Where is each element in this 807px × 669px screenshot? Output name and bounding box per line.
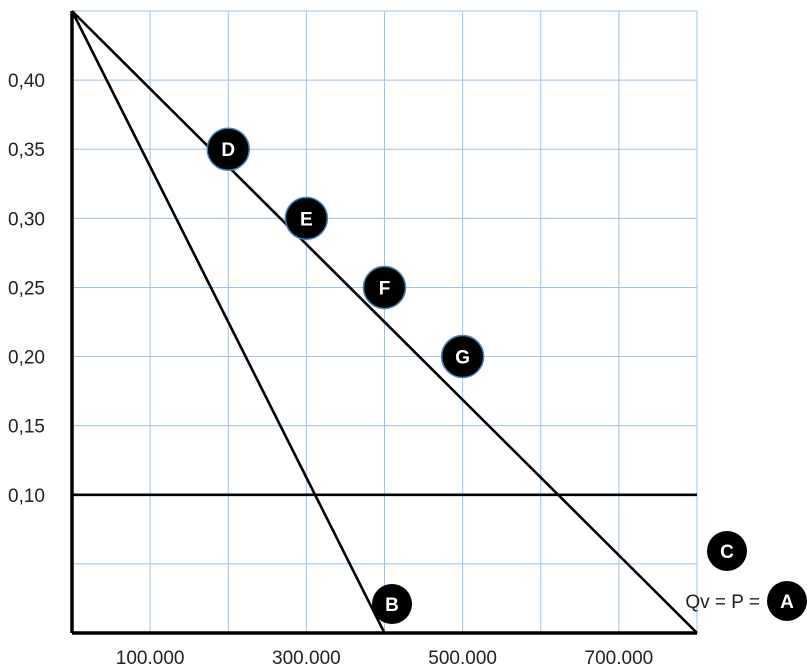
y-tick-label: 0,25 <box>8 278 45 299</box>
x-tick-label: 500.000 <box>428 648 497 669</box>
line-badge-label-c: C <box>720 542 734 563</box>
markers: D E F G <box>206 127 485 379</box>
marker-f <box>362 265 407 310</box>
line-badge-label-a: A <box>780 592 794 613</box>
marker-label-f: F <box>379 278 391 299</box>
line-badge-b <box>372 584 412 624</box>
y-tick-label: 0,30 <box>8 209 45 230</box>
series-line-a <box>71 10 698 634</box>
marker-g <box>440 334 485 379</box>
tick-labels: 100.000 300.000 500.000 700.000 0,10 0,15 0,20… <box>8 71 653 669</box>
marker-label-e: E <box>300 209 313 230</box>
marker-d <box>206 127 250 171</box>
y-tick-label: 0,20 <box>8 348 45 369</box>
y-tick-label: 0,15 <box>8 417 45 438</box>
marker-label-d: D <box>221 140 235 161</box>
x-tick-label: 100.000 <box>116 648 185 669</box>
series <box>70 10 698 634</box>
y-tick-label: 0,10 <box>8 486 45 507</box>
x-tick-label: 300.000 <box>272 648 341 669</box>
line-label-prefix-a: Qv = P = <box>685 592 760 613</box>
y-tick-label: 0,35 <box>8 140 45 161</box>
line-labels: Qv = P = A B C <box>372 531 807 624</box>
series-line-b <box>70 10 386 634</box>
line-badge-a <box>767 581 807 621</box>
y-tick-label: 0,40 <box>8 71 45 92</box>
line-badge-c <box>707 531 747 571</box>
line-badge-label-b: B <box>385 595 399 616</box>
marker-label-g: G <box>455 348 470 369</box>
marker-e <box>284 196 329 241</box>
x-tick-label: 700.000 <box>585 648 654 669</box>
